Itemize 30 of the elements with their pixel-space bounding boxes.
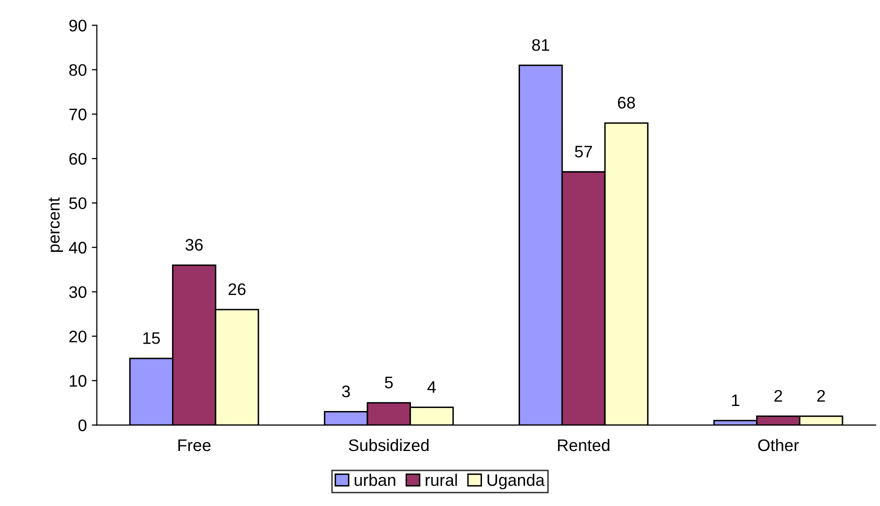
x-tick-label: Subsidized [348, 438, 429, 452]
y-tick-label: 40 [68, 242, 86, 254]
data-label: 2 [817, 390, 825, 402]
data-label: 15 [143, 332, 160, 344]
legend-label: urban [354, 474, 396, 486]
y-tick-label: 90 [69, 20, 86, 32]
y-tick-label: 0 [78, 419, 86, 432]
data-label: 68 [618, 96, 635, 109]
x-tick-label: Free [178, 440, 211, 452]
legend-label: Uganda [488, 474, 545, 490]
data-label: 4 [427, 381, 436, 393]
data-label: 57 [574, 146, 592, 158]
data-label: 5 [384, 376, 393, 388]
y-tick-label: 20 [69, 330, 86, 342]
data-label: 3 [342, 386, 350, 398]
data-label: 1 [732, 394, 740, 406]
y-tick-label: 10 [70, 375, 86, 387]
data-label: 81 [532, 39, 550, 51]
x-tick-label: Rented [558, 438, 610, 452]
y-tick-label: 70 [69, 108, 86, 120]
data-label: 26 [228, 283, 246, 296]
y-tick-label: 60 [69, 152, 86, 165]
data-label: 36 [186, 238, 203, 251]
y-tick-label: 50 [69, 197, 86, 210]
legend-label: rural [426, 474, 457, 486]
x-tick-label: Other [758, 438, 799, 452]
data-label: 2 [774, 390, 782, 402]
y-axis-title: percent [48, 197, 63, 252]
y-tick-label: 30 [69, 286, 86, 298]
y-tick-label: 80 [69, 64, 86, 76]
